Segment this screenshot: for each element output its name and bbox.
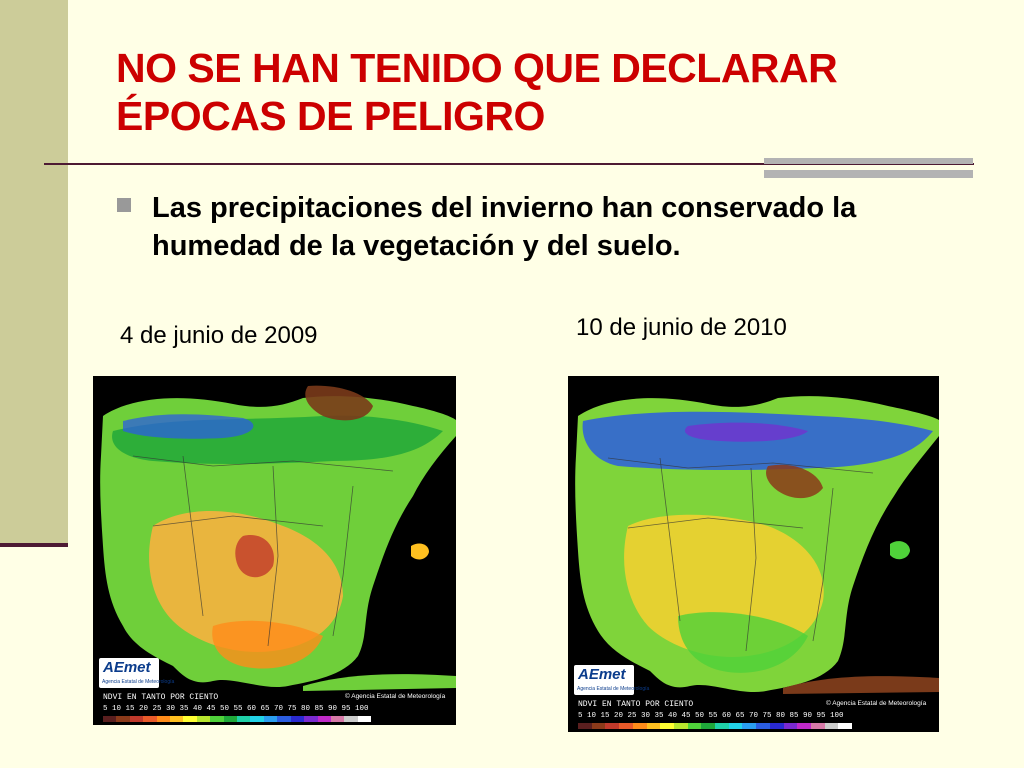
logo-subtitle: Agencia Estatal de Meteorología [577, 686, 650, 692]
ndvi-map-2009: AEmet Agencia Estatal de Meteorología © … [93, 376, 456, 725]
balearic-island [890, 541, 910, 560]
slide-title: NO SE HAN TENIDO QUE DECLARAR ÉPOCAS DE … [116, 45, 838, 139]
legend-values: 5 10 15 20 25 30 35 40 45 50 55 60 65 70… [103, 705, 369, 713]
legend-swatch [673, 723, 688, 729]
bullet-marker [117, 198, 131, 212]
rule-accent-bottom [764, 170, 973, 178]
legend-values: 5 10 15 20 25 30 35 40 45 50 55 60 65 70… [578, 712, 844, 720]
legend-swatch [838, 723, 853, 729]
legend-title: NDVI EN TANTO POR CIENTO [103, 693, 219, 702]
legend-swatch [756, 723, 770, 729]
legend-swatch [129, 716, 144, 722]
north-africa [303, 674, 456, 691]
map-image [100, 385, 456, 691]
legend-swatch [330, 716, 345, 722]
legend-swatch [196, 716, 211, 722]
legend-swatch [591, 723, 606, 729]
logo-subtitle: Agencia Estatal de Meteorología [102, 679, 175, 685]
legend-swatch [660, 723, 674, 729]
legend-swatch [317, 716, 331, 722]
legend-swatch [143, 716, 157, 722]
legend-swatch [290, 716, 305, 722]
legend-swatch [263, 716, 278, 722]
title-rule [44, 163, 974, 165]
legend-swatch [304, 716, 318, 722]
purple-area [684, 422, 808, 442]
legend-swatch [250, 716, 264, 722]
legend-swatch [223, 716, 238, 722]
logo-wordmark: AEmet [578, 666, 626, 683]
bullet-text: Las precipitaciones del invierno han con… [152, 192, 857, 262]
legend-swatch [783, 723, 798, 729]
legend-swatch [210, 716, 224, 722]
side-band [0, 0, 68, 543]
balearic-island [411, 543, 429, 560]
aemet-logo: AEmet Agencia Estatal de Meteorología [574, 665, 649, 695]
legend-swatch [103, 716, 117, 722]
region-borders [607, 457, 874, 652]
legend-swatch [810, 723, 825, 729]
legend-swatch [769, 723, 784, 729]
map-copyright: © Agencia Estatal de Meteorología [826, 700, 927, 707]
legend-swatch [116, 716, 130, 722]
brown-area [766, 464, 823, 499]
legend-swatch [715, 723, 729, 729]
legend-swatch [237, 716, 251, 722]
legend-swatch [578, 723, 592, 729]
north-blue-area [123, 414, 254, 439]
south-green-area [678, 612, 808, 673]
legend-swatch [357, 716, 372, 722]
legend-swatch [824, 723, 839, 729]
legend-swatch [619, 723, 633, 729]
legend-title: NDVI EN TANTO POR CIENTO [578, 700, 694, 709]
legend-swatch [742, 723, 757, 729]
legend-swatch [344, 716, 358, 722]
legend-swatch [277, 716, 291, 722]
legend-swatch [183, 716, 197, 722]
legend-swatch [605, 723, 620, 729]
red-area [235, 535, 274, 578]
ndvi-map-2010: AEmet Agencia Estatal de Meteorología © … [568, 376, 939, 732]
map-copyright: © Agencia Estatal de Meteorología [345, 693, 446, 700]
map-date-2009: 4 de junio de 2009 [120, 322, 318, 349]
legend-swatch [646, 723, 661, 729]
map-image [575, 396, 939, 694]
legend-swatch [170, 716, 184, 722]
brown-area [305, 385, 373, 421]
legend-colorbar [578, 723, 853, 729]
legend-colorbar [103, 716, 372, 722]
legend-swatch [156, 716, 171, 722]
legend-swatch [701, 723, 716, 729]
aemet-logo: AEmet Agencia Estatal de Meteorología [99, 658, 174, 688]
map-date-2010: 10 de junio de 2010 [576, 314, 787, 341]
legend-swatch [728, 723, 743, 729]
north-africa [783, 676, 939, 694]
region-borders [132, 455, 394, 647]
legend-swatch [797, 723, 811, 729]
legend-swatch [687, 723, 702, 729]
logo-wordmark: AEmet [103, 659, 151, 676]
inner-warm-area [149, 511, 343, 652]
side-band-line [0, 543, 68, 547]
rule-accent-top [764, 158, 973, 164]
south-orange-area [212, 620, 323, 669]
legend-swatch [632, 723, 647, 729]
